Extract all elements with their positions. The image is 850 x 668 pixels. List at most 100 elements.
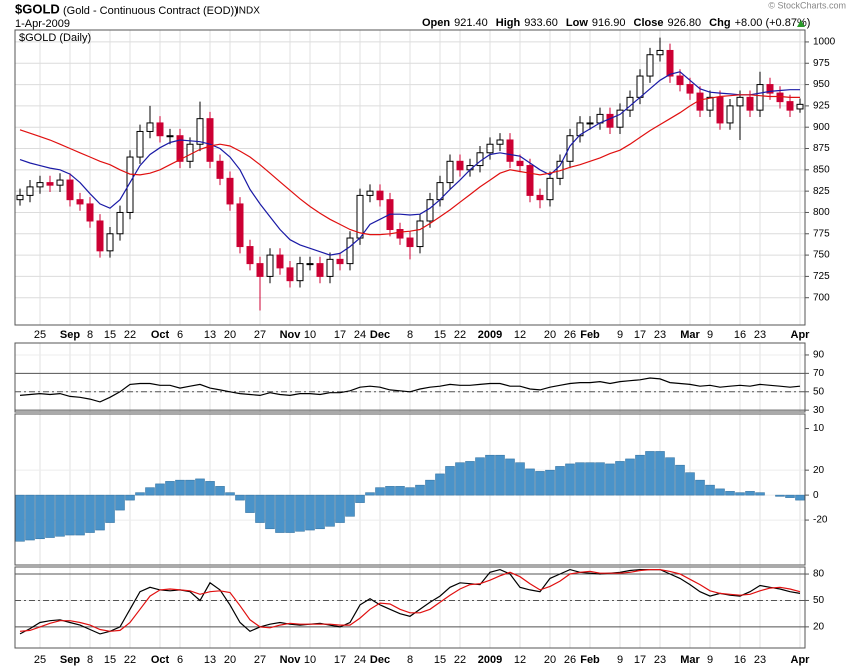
bar	[115, 494, 125, 511]
candle-body	[516, 160, 524, 167]
bar	[595, 462, 605, 496]
x-tick-label: 6	[177, 329, 183, 341]
x-tick-label: 22	[454, 654, 466, 666]
candle-body	[536, 194, 544, 201]
x-tick-label: Apr	[791, 654, 811, 666]
bar	[125, 494, 135, 501]
candle-body	[306, 263, 314, 266]
candle-body	[106, 233, 114, 252]
x-tick-label: Feb	[580, 654, 600, 666]
y-tick-label: 50	[813, 595, 825, 606]
bar	[555, 466, 565, 496]
panel-title: $GOLD (Daily)	[19, 32, 91, 44]
candle-body	[606, 113, 614, 128]
candle-body	[76, 199, 84, 205]
candle-body	[526, 165, 534, 196]
x-tick-label: 13	[204, 654, 216, 666]
instrument-name: (Gold - Continuous Contract (EOD))	[63, 5, 238, 17]
bar	[575, 462, 585, 496]
bar	[175, 479, 185, 496]
bar	[385, 486, 395, 496]
line-series	[19, 377, 801, 403]
candle-body	[766, 84, 774, 94]
candle-body	[226, 177, 234, 205]
y-tick-label: 925	[813, 101, 830, 112]
bar	[545, 469, 555, 496]
panel-frame	[14, 29, 806, 326]
x-tick-label: 24	[354, 654, 366, 666]
y-tick-label: 90	[813, 350, 825, 361]
bar	[45, 494, 55, 538]
credit: © StockCharts.com	[768, 0, 846, 10]
x-tick-label: 2009	[478, 329, 502, 341]
x-tick-label: Mar	[680, 654, 700, 666]
bar	[55, 494, 65, 537]
candle-body	[26, 186, 34, 196]
panel-frame	[14, 566, 806, 649]
x-tick-label: Dec	[370, 654, 390, 666]
bar	[485, 454, 495, 496]
bar	[325, 494, 335, 527]
candle-body	[46, 182, 54, 186]
bar	[375, 487, 385, 496]
candle-body	[36, 182, 44, 188]
x-tick-label: 17	[334, 654, 346, 666]
bar	[135, 492, 145, 496]
candle-body	[246, 246, 254, 265]
bar	[65, 494, 75, 536]
bar	[145, 487, 155, 496]
bar	[335, 494, 345, 523]
candle-body	[686, 84, 694, 94]
x-tick-label: 8	[407, 654, 413, 666]
x-tick-label: 22	[454, 329, 466, 341]
x-tick-label: 12	[514, 329, 526, 341]
candle-body	[376, 190, 384, 201]
bar	[415, 484, 425, 496]
y-tick-label: 50	[813, 386, 825, 397]
panel-frame	[14, 413, 806, 566]
candle-body	[716, 96, 724, 124]
bar	[465, 461, 475, 496]
x-tick-label: 17	[634, 654, 646, 666]
bar	[345, 494, 355, 517]
x-tick-label: 17	[334, 329, 346, 341]
y-tick-label: 700	[813, 292, 830, 303]
y-tick-label: 30	[813, 405, 825, 416]
candle-body	[776, 92, 784, 103]
x-tick-label: 26	[564, 329, 576, 341]
bar	[165, 481, 175, 496]
x-tick-label: 8	[407, 329, 413, 341]
y-tick-label: 70	[813, 368, 825, 379]
bar	[675, 464, 685, 496]
x-tick-label: 9	[617, 654, 623, 666]
x-tick-label: Sep	[60, 654, 80, 666]
candle-body	[126, 156, 134, 213]
x-tick-label: 17	[634, 329, 646, 341]
x-tick-label: 16	[734, 329, 746, 341]
candle-body	[266, 254, 274, 277]
y-tick-label: 975	[813, 58, 830, 69]
bar	[265, 494, 275, 530]
quote-value: 916.90	[592, 17, 626, 29]
line-series	[19, 71, 800, 256]
bar	[665, 457, 675, 496]
x-tick-label: 13	[204, 329, 216, 341]
date: 1-Apr-2009	[15, 18, 70, 30]
bar	[395, 486, 405, 496]
bar	[615, 461, 625, 496]
candle-body	[286, 267, 294, 282]
quote-label: Close	[634, 17, 664, 29]
y-tick-label: 750	[813, 250, 830, 261]
y-tick-label: 80	[813, 569, 825, 580]
bar	[785, 494, 795, 498]
bar	[625, 458, 635, 496]
candle-body	[16, 194, 24, 201]
x-tick-label: 15	[434, 654, 446, 666]
candle-body	[366, 190, 374, 196]
y-tick-label: 20	[813, 622, 825, 633]
x-tick-label: 22	[124, 654, 136, 666]
candle-body	[276, 254, 284, 269]
x-tick-label: 20	[224, 654, 236, 666]
